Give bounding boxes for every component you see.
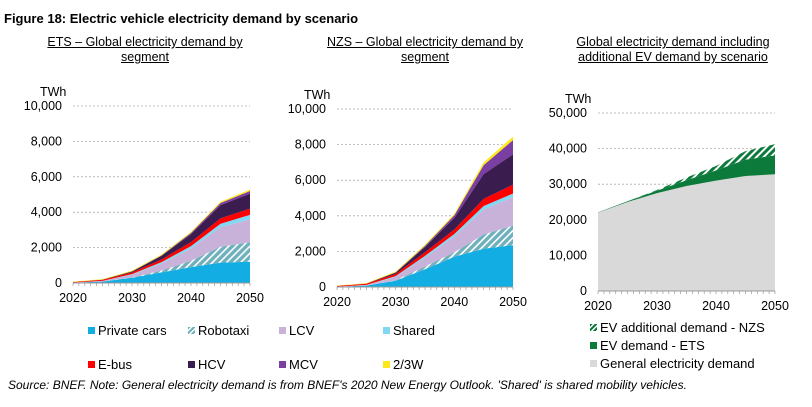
legend-swatch xyxy=(590,324,597,331)
area-e-bus xyxy=(337,184,513,287)
legend-item: EV demand - ETS xyxy=(590,338,705,353)
legend-label: 2/3W xyxy=(393,357,424,372)
y-tick-label: 6,000 xyxy=(31,170,62,184)
legend-item: HCV xyxy=(188,357,225,372)
legend-swatch xyxy=(279,327,286,334)
legend-swatch xyxy=(383,361,390,368)
area-private-cars xyxy=(337,245,513,287)
area-robotaxi xyxy=(73,242,250,283)
area-e-bus xyxy=(73,208,250,283)
figure-title: Figure 18: Electric vehicle electricity … xyxy=(4,11,359,26)
legend-label: E-bus xyxy=(98,357,132,372)
y-tick-label: 6,000 xyxy=(295,173,326,187)
legend-swatch xyxy=(279,361,286,368)
x-tick-label: 2030 xyxy=(643,299,671,313)
y-tick-label: 10,000 xyxy=(288,102,326,116)
legend-label: EV additional demand - NZS xyxy=(600,320,765,335)
x-tick-label: 2020 xyxy=(323,295,351,309)
area-ev-additional-demand-nzs xyxy=(598,144,775,213)
y-tick-label: 2,000 xyxy=(31,241,62,255)
chart-title-total: Global electricity demand including addi… xyxy=(576,35,770,64)
x-tick-label: 2050 xyxy=(236,291,264,305)
y-tick-label: 10,000 xyxy=(24,99,62,113)
y-tick-label: 4,000 xyxy=(31,205,62,219)
legend-label: Shared xyxy=(393,323,435,338)
y-tick-label: 4,000 xyxy=(295,209,326,223)
x-tick-label: 2020 xyxy=(59,291,87,305)
legend-item: 2/3W xyxy=(383,357,423,372)
legend-label: EV demand - ETS xyxy=(600,338,705,353)
y-axis-unit: TWh xyxy=(565,92,591,106)
y-tick-label: 2,000 xyxy=(295,244,326,258)
chart-title-nzs: NZS – Global electricity demand by segme… xyxy=(327,35,523,64)
legend-swatch xyxy=(88,327,95,334)
y-tick-label: 0 xyxy=(55,276,62,290)
area-hcv xyxy=(73,193,250,282)
x-tick-label: 2030 xyxy=(382,295,410,309)
area-robotaxi xyxy=(337,225,513,287)
legend-label: General electricity demand xyxy=(600,356,755,371)
area-lcv xyxy=(337,197,513,287)
y-tick-label: 50,000 xyxy=(549,106,587,120)
y-tick-label: 20,000 xyxy=(549,213,587,227)
area-shared xyxy=(337,193,513,287)
legend-item: E-bus xyxy=(88,357,132,372)
x-tick-label: 2050 xyxy=(499,295,527,309)
legend-item: MCV xyxy=(279,357,318,372)
y-axis-unit: TWh xyxy=(40,85,66,99)
y-tick-label: 0 xyxy=(319,280,326,294)
legend-swatch xyxy=(590,360,597,367)
source-note: Source: BNEF. Note: General electricity … xyxy=(8,378,687,392)
area-hcv xyxy=(337,154,513,286)
y-tick-label: 8,000 xyxy=(295,138,326,152)
legend-label: MCV xyxy=(289,357,318,372)
area-mcv xyxy=(73,190,250,282)
y-axis-unit: TWh xyxy=(304,88,330,102)
y-tick-label: 30,000 xyxy=(549,177,587,191)
legend-item: LCV xyxy=(279,323,314,338)
legend-swatch xyxy=(188,361,195,368)
legend-label: LCV xyxy=(289,323,315,338)
area-lcv xyxy=(73,219,250,283)
legend-label: HCV xyxy=(198,357,226,372)
area-general-electricity-demand xyxy=(598,174,775,291)
x-tick-label: 2050 xyxy=(761,299,789,313)
legend-swatch xyxy=(188,327,195,334)
legend-swatch xyxy=(88,361,95,368)
legend-label: Private cars xyxy=(98,323,167,338)
legend-label: Robotaxi xyxy=(198,323,250,338)
x-tick-label: 2040 xyxy=(177,291,205,305)
legend-item: Private cars xyxy=(88,323,167,338)
area-shared xyxy=(73,214,250,283)
y-tick-label: 8,000 xyxy=(31,134,62,148)
chart-title-ets: ETS – Global electricity demand by segme… xyxy=(47,35,243,64)
legend-item: General electricity demand xyxy=(590,356,755,371)
x-tick-label: 2040 xyxy=(702,299,730,313)
legend-swatch xyxy=(590,342,597,349)
legend-item: EV additional demand - NZS xyxy=(590,320,765,335)
y-tick-label: 40,000 xyxy=(549,142,587,156)
x-tick-label: 2020 xyxy=(584,299,612,313)
x-tick-label: 2030 xyxy=(118,291,146,305)
legend-item: Shared xyxy=(383,323,435,338)
legend-swatch xyxy=(383,327,390,334)
y-tick-label: 10,000 xyxy=(549,248,587,262)
legend-item: Robotaxi xyxy=(188,323,249,338)
area-ev-demand-ets xyxy=(598,155,775,213)
x-tick-label: 2040 xyxy=(440,295,468,309)
y-tick-label: 0 xyxy=(580,284,587,298)
